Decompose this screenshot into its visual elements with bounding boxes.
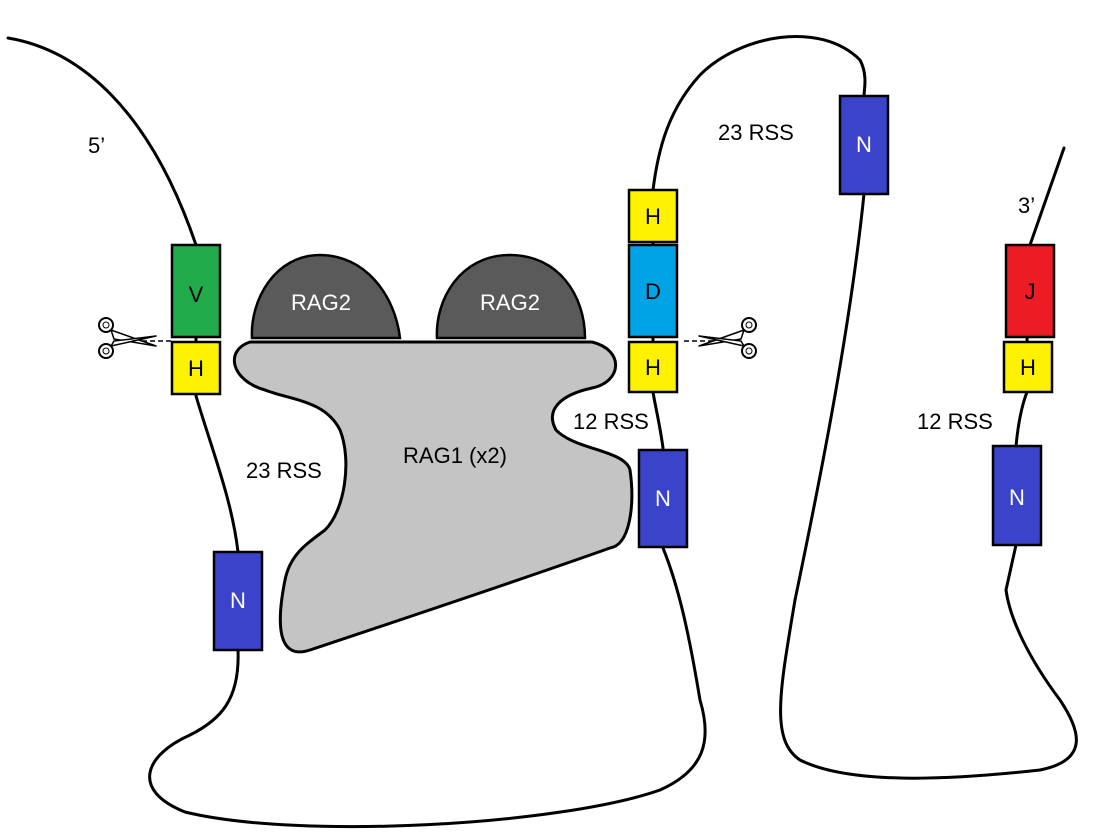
heptamer-v-label: H <box>188 356 204 381</box>
v-label: V <box>189 282 204 307</box>
three-prime-label: 3’ <box>1018 193 1035 218</box>
scissors-icon <box>683 317 757 359</box>
nonamer-d-upper-label: N <box>856 132 872 157</box>
heptamer-v <box>170 340 222 396</box>
nonamer-j-label: N <box>1009 485 1025 510</box>
d-segment <box>627 243 679 339</box>
d-label: D <box>645 279 661 304</box>
nonamer-d-lower <box>637 448 689 549</box>
rss-23-right-label: 23 RSS <box>718 120 794 145</box>
rag2-right <box>435 253 587 340</box>
heptamer-j-label: H <box>1020 355 1036 380</box>
rag1-complex <box>232 340 634 654</box>
rss-12-right-label: 12 RSS <box>917 409 993 434</box>
rag2-left <box>250 253 402 340</box>
rag2-right-label: RAG2 <box>480 290 540 315</box>
nonamer-j <box>991 444 1043 547</box>
rss-12-middle-label: 12 RSS <box>573 409 649 434</box>
heptamer-j <box>1002 340 1054 394</box>
heptamer-d-lower <box>627 340 679 394</box>
heptamer-d-upper-label: H <box>645 204 661 229</box>
scissors-icon <box>98 317 172 359</box>
five-prime-label: 5’ <box>88 133 105 158</box>
j-label: J <box>1025 279 1036 304</box>
nonamer-d-lower-label: N <box>655 486 671 511</box>
rss-23-left-label: 23 RSS <box>246 458 322 483</box>
rag1-label: RAG1 (x2) <box>403 443 507 468</box>
nonamer-v-label: N <box>230 588 246 613</box>
j-segment <box>1004 243 1056 339</box>
v-segment <box>170 243 222 339</box>
dna-strand <box>6 35 1078 829</box>
nonamer-v <box>212 550 264 652</box>
rag2-left-label: RAG2 <box>291 290 351 315</box>
nonamer-d-upper <box>838 94 890 196</box>
heptamer-d-lower-label: H <box>645 355 661 380</box>
heptamer-d-upper <box>627 188 679 244</box>
